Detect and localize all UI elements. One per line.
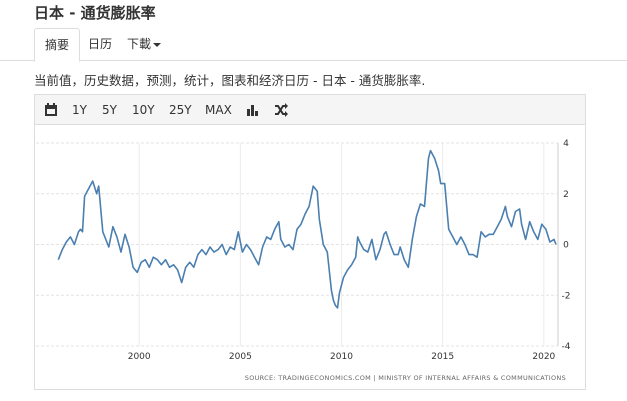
chart-panel (34, 124, 586, 390)
tab[interactable]: 下載 (127, 37, 152, 51)
data-line (57, 149, 557, 309)
x-tick-label: 2000 (128, 352, 151, 362)
tab[interactable]: 日历 (88, 37, 113, 51)
y-tick-label: 2 (563, 190, 569, 200)
range-button[interactable]: 5Y (102, 103, 117, 117)
tab-bar: 摘要 日历 下載 (0, 28, 627, 62)
range-button[interactable]: MAX (205, 103, 232, 117)
x-tick-label: 2005 (229, 352, 252, 362)
calendar-icon[interactable] (44, 103, 58, 117)
x-tick-label: 2015 (431, 352, 454, 362)
range-button[interactable]: 1Y (72, 103, 87, 117)
source-note: SOURCE: TRADINGECONOMICS.COM | MINISTRY … (245, 374, 566, 382)
y-tick-label: 4 (563, 139, 569, 149)
x-tick-label: 2020 (532, 352, 555, 362)
tab[interactable]: 摘要 (34, 28, 81, 62)
shuffle-icon[interactable] (274, 103, 288, 117)
y-tick-label: -4 (562, 342, 571, 352)
x-tick-label: 2010 (330, 352, 353, 362)
range-button[interactable]: 25Y (169, 103, 192, 117)
description: 当前值，历史数据，预测，统计，图表和经济日历 - 日本 - 通货膨胀率. (34, 73, 426, 88)
dropdown-caret (153, 43, 161, 47)
y-tick-label: -2 (562, 291, 571, 301)
toolbar: 1Y 5Y 10Y 25Y MAX (34, 94, 586, 125)
bar-chart-icon[interactable] (246, 103, 260, 117)
range-button[interactable]: 10Y (132, 103, 155, 117)
page-title: 日本 - 通货膨胀率 (34, 4, 156, 22)
y-tick-label: 0 (563, 241, 569, 251)
